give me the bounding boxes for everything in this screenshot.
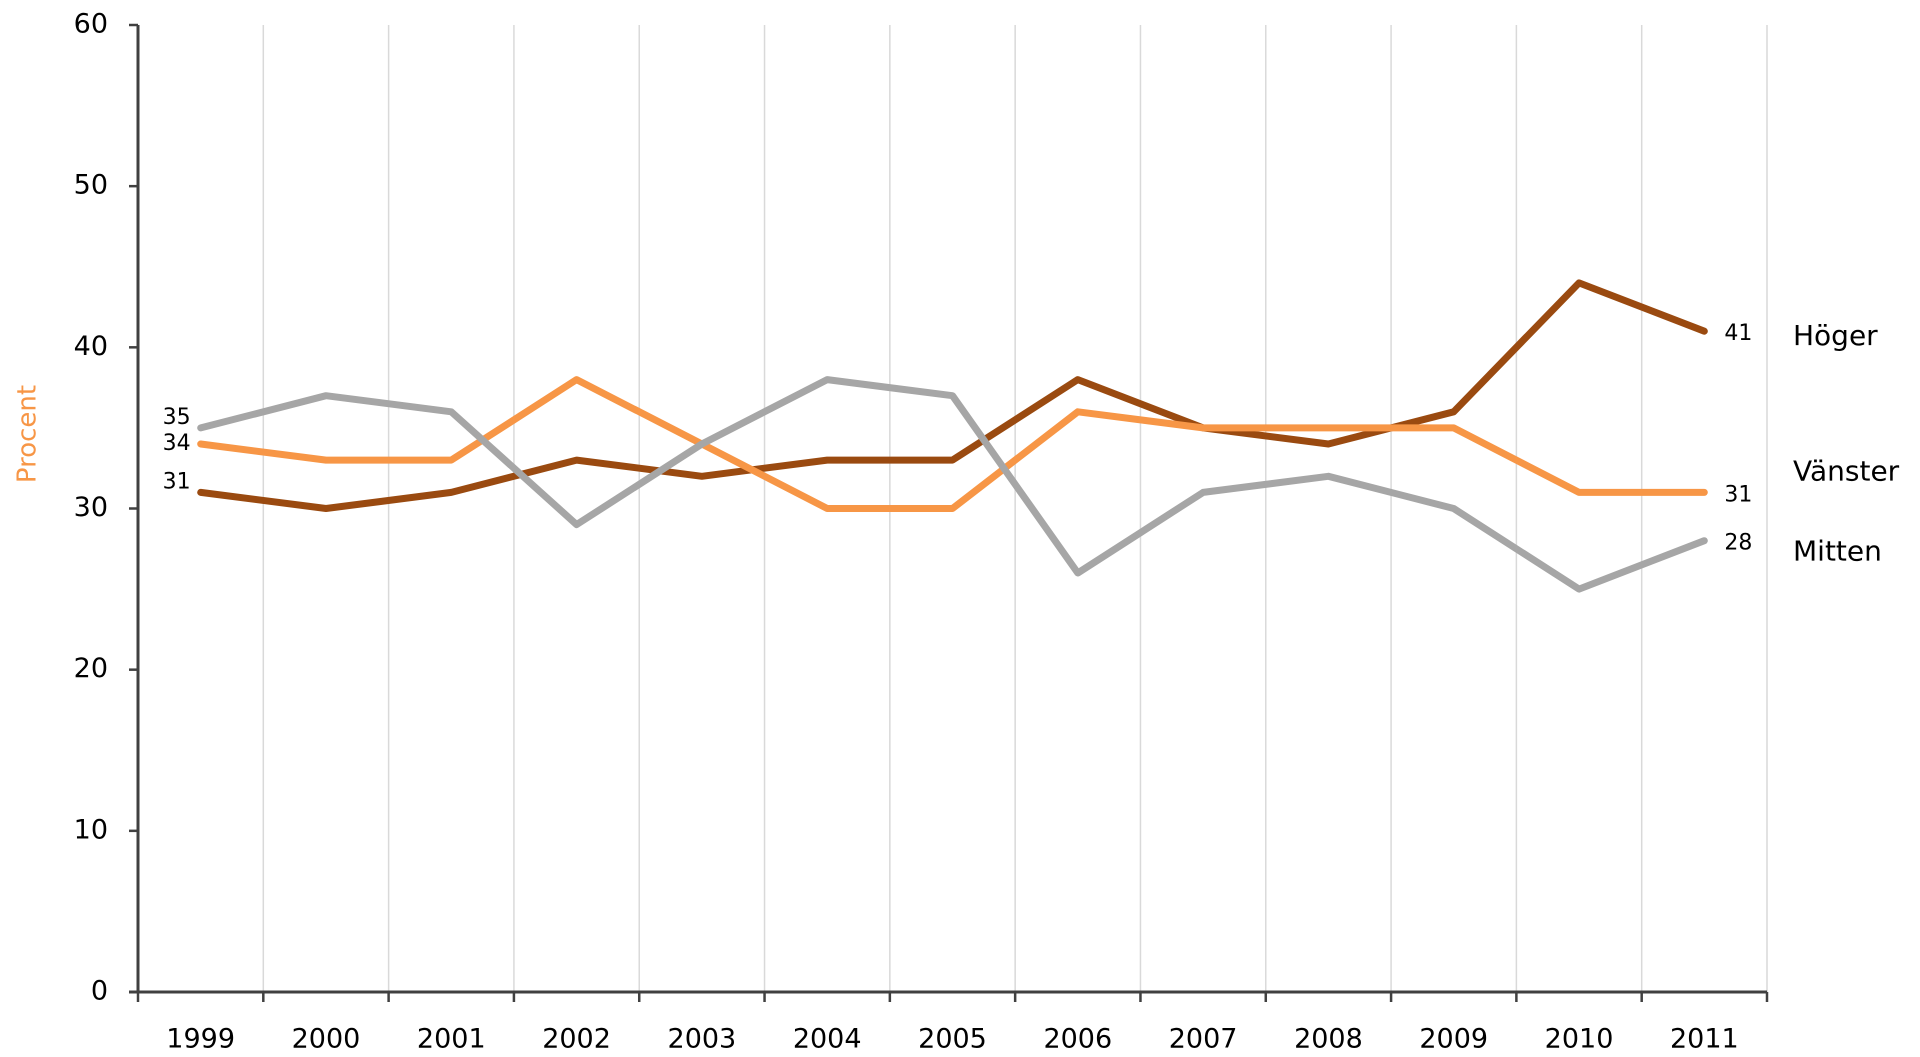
legend-label: Mitten [1793, 535, 1882, 568]
legend-label: Vänster [1793, 454, 1900, 487]
x-tick-label: 2011 [1670, 1024, 1739, 1055]
x-tick-label: 1999 [166, 1024, 235, 1055]
x-tick-label: 2003 [668, 1024, 737, 1055]
x-tick-label: 2006 [1043, 1024, 1112, 1055]
x-tick-label: 2001 [417, 1024, 486, 1055]
line-series [197, 376, 1708, 512]
data-label: 31 [1724, 482, 1752, 507]
x-tick-label: 2002 [542, 1024, 611, 1055]
y-tick-label: 50 [74, 170, 108, 201]
y-tick-label: 0 [91, 976, 108, 1007]
line-series [197, 376, 1708, 593]
data-label: 34 [163, 431, 191, 456]
y-tick-label: 20 [74, 653, 108, 684]
x-tick-label: 2005 [918, 1024, 987, 1055]
data-label: 28 [1724, 531, 1752, 556]
legend-label: Höger [1793, 319, 1878, 352]
x-tick-label: 2009 [1419, 1024, 1488, 1055]
y-tick-label: 10 [74, 814, 108, 845]
data-label: 41 [1724, 321, 1752, 346]
x-tick-label: 2000 [292, 1024, 361, 1055]
x-tick-label: 2010 [1545, 1024, 1614, 1055]
x-tick-label: 2007 [1169, 1024, 1238, 1055]
y-tick-label: 30 [74, 492, 108, 523]
x-tick-label: 2008 [1294, 1024, 1363, 1055]
y-tick-label: 60 [74, 9, 108, 40]
line-series [197, 279, 1708, 512]
y-tick-label: 40 [74, 331, 108, 362]
x-tick-label: 2004 [793, 1024, 862, 1055]
y-axis-label: Procent [13, 385, 43, 483]
data-label: 31 [163, 469, 191, 494]
data-label: 35 [163, 405, 191, 430]
